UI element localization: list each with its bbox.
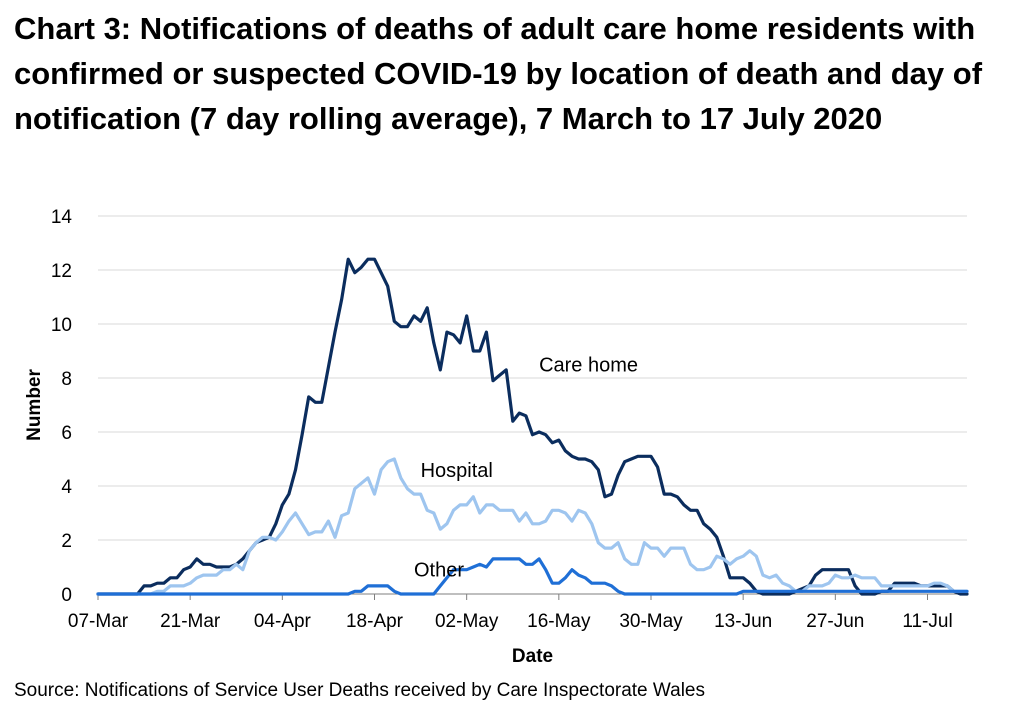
chart-title: Chart 3: Notifications of deaths of adul… bbox=[14, 11, 983, 136]
y-tick-label: 2 bbox=[61, 531, 72, 552]
series-line-hospital bbox=[96, 457, 969, 596]
series-labels: Care home Hospital Other bbox=[414, 355, 638, 582]
x-tick-label: 07-Mar bbox=[68, 611, 129, 632]
series-line-care-home bbox=[96, 257, 969, 596]
source-note: Source: Notifications of Service User De… bbox=[14, 680, 705, 701]
y-axis-ticks: 0 2 4 6 8 10 12 14 bbox=[51, 207, 73, 606]
y-tick-label: 12 bbox=[51, 261, 72, 282]
x-axis-ticks: 07-Mar 21-Mar 04-Apr 18-Apr 02-May 16-May 30-M… bbox=[68, 594, 953, 632]
x-tick-label: 04-Apr bbox=[254, 611, 312, 632]
x-tick-label: 21-Mar bbox=[160, 611, 221, 632]
y-tick-label: 0 bbox=[61, 585, 72, 606]
series-line-other bbox=[96, 557, 969, 596]
y-tick-label: 10 bbox=[51, 315, 72, 336]
x-tick-label: 13-Jun bbox=[714, 611, 772, 632]
x-tick-label: 11-Jul bbox=[902, 611, 952, 632]
x-axis-title: Date bbox=[512, 646, 553, 667]
annotation-label: Hospital bbox=[421, 460, 493, 482]
x-tick-label: 30-May bbox=[619, 611, 683, 632]
y-tick-label: 4 bbox=[61, 477, 72, 498]
x-tick-label: 18-Apr bbox=[346, 611, 404, 632]
y-tick-label: 8 bbox=[61, 369, 72, 390]
annotation-label: Other bbox=[414, 560, 464, 582]
annotation-label: Care home bbox=[539, 355, 638, 377]
y-tick-label: 6 bbox=[61, 423, 72, 444]
x-tick-label: 16-May bbox=[527, 611, 591, 632]
gridlines bbox=[98, 215, 967, 541]
y-axis-title: Number bbox=[24, 369, 45, 441]
x-tick-label: 02-May bbox=[435, 611, 499, 632]
series-lines bbox=[96, 257, 969, 596]
y-tick-label: 14 bbox=[51, 207, 73, 228]
x-tick-label: 27-Jun bbox=[806, 611, 864, 632]
